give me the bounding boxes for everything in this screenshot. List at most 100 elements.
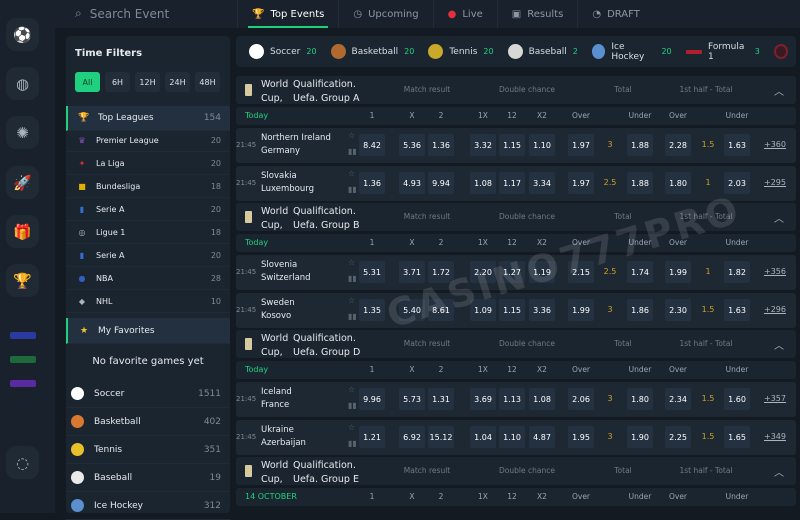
- odds-button[interactable]: 5.31: [359, 261, 385, 283]
- group-header[interactable]: World Cup, Qualification. Uefa. Group B Ma…: [236, 203, 796, 231]
- odds-button[interactable]: 6.92: [399, 426, 425, 448]
- more-sports-icon[interactable]: [773, 44, 788, 59]
- odds-button[interactable]: 1.97: [568, 172, 594, 194]
- odds-button[interactable]: 1.63: [724, 299, 750, 321]
- tab-draft[interactable]: ◔ DRAFT: [577, 0, 654, 28]
- group-header[interactable]: World Cup, Qualification. Uefa. Group A Ma…: [236, 76, 796, 104]
- tab-results[interactable]: ▣ Results: [496, 0, 578, 28]
- odds-button[interactable]: 2.20: [470, 261, 496, 283]
- time-filter-24h[interactable]: 24H: [165, 72, 190, 92]
- favorite-star-icon[interactable]: ☆: [348, 385, 356, 394]
- league-item[interactable]: ◆ NHL 10: [66, 290, 230, 313]
- stats-icon[interactable]: ▮▮: [348, 439, 357, 448]
- sports-icon[interactable]: ⚽: [6, 18, 39, 51]
- casino-chip-icon[interactable]: ✺: [6, 116, 39, 149]
- odds-button[interactable]: 5.40: [399, 299, 425, 321]
- match-row[interactable]: 21:45 Sweden Kosovo ☆ ▮▮ 1.35 5.40 8.61 1.09 1.15…: [236, 293, 796, 328]
- tab-upcoming[interactable]: ◷ Upcoming: [338, 0, 432, 28]
- search-input[interactable]: ⌕ Search Event: [75, 6, 170, 21]
- time-filter-all[interactable]: All: [75, 72, 100, 92]
- sport-tab-ice-hockey[interactable]: Ice Hockey 20: [591, 42, 672, 62]
- sidebar-sport-baseball[interactable]: Baseball 19: [66, 464, 230, 492]
- more-markets-link[interactable]: +349: [764, 432, 786, 441]
- my-favorites[interactable]: ★ My Favorites: [66, 318, 230, 344]
- league-item[interactable]: ✦ La Liga 20: [66, 152, 230, 175]
- sidebar-sport-ice-hockey[interactable]: Ice Hockey 312: [66, 492, 230, 520]
- sport-tab-formula-1[interactable]: Formula 1 3: [685, 42, 760, 62]
- odds-button[interactable]: 1.31: [428, 388, 454, 410]
- favorite-star-icon[interactable]: ☆: [348, 296, 356, 305]
- match-row[interactable]: 21:45 Slovakia Luxembourg ☆ ▮▮ 1.36 4.93 9.94 1.…: [236, 166, 796, 201]
- half-total-line[interactable]: 1.5: [701, 140, 715, 149]
- half-total-line[interactable]: 1: [705, 178, 711, 187]
- chevron-up-icon[interactable]: ︿: [774, 341, 784, 352]
- odds-button[interactable]: 9.96: [359, 388, 385, 410]
- odds-button[interactable]: 1.19: [529, 261, 555, 283]
- stats-icon[interactable]: ▮▮: [348, 147, 357, 156]
- favorite-star-icon[interactable]: ☆: [348, 169, 356, 178]
- odds-button[interactable]: 2.28: [665, 134, 691, 156]
- total-line[interactable]: 3: [607, 394, 613, 403]
- more-markets-link[interactable]: +360: [764, 140, 786, 149]
- odds-button[interactable]: 3.36: [529, 299, 555, 321]
- odds-button[interactable]: 1.10: [499, 426, 525, 448]
- odds-button[interactable]: 1.65: [724, 426, 750, 448]
- rocket-icon[interactable]: 🚀: [6, 166, 39, 199]
- odds-button[interactable]: 1.90: [627, 426, 653, 448]
- odds-button[interactable]: 3.71: [399, 261, 425, 283]
- odds-button[interactable]: 1.10: [529, 134, 555, 156]
- total-line[interactable]: 3: [607, 432, 613, 441]
- sport-tab-basketball[interactable]: Basketball 20: [330, 44, 414, 59]
- odds-button[interactable]: 9.94: [428, 172, 454, 194]
- favorite-star-icon[interactable]: ☆: [348, 423, 356, 432]
- odds-button[interactable]: 2.34: [665, 388, 691, 410]
- gift-icon[interactable]: 🎁: [6, 215, 39, 248]
- favorite-star-icon[interactable]: ☆: [348, 131, 356, 140]
- chevron-up-icon[interactable]: ︿: [774, 87, 784, 98]
- league-item[interactable]: 🏆 Top Leagues 154: [66, 106, 230, 131]
- odds-button[interactable]: 1.72: [428, 261, 454, 283]
- total-line[interactable]: 3: [607, 140, 613, 149]
- sport-tab-tennis[interactable]: Tennis 20: [428, 44, 494, 59]
- odds-button[interactable]: 1.60: [724, 388, 750, 410]
- settings-icon[interactable]: ◌: [6, 446, 39, 479]
- tab-live[interactable]: ● Live: [432, 0, 497, 28]
- odds-button[interactable]: 3.69: [470, 388, 496, 410]
- match-row[interactable]: 21:45 Slovenia Switzerland ☆ ▮▮ 5.31 3.71 1.72 2…: [236, 255, 796, 290]
- odds-button[interactable]: 2.30: [665, 299, 691, 321]
- odds-button[interactable]: 1.82: [724, 261, 750, 283]
- stats-icon[interactable]: ▮▮: [348, 274, 357, 283]
- odds-button[interactable]: 2.25: [665, 426, 691, 448]
- chevron-up-icon[interactable]: ︿: [774, 214, 784, 225]
- time-filter-6h[interactable]: 6H: [105, 72, 130, 92]
- sidebar-sport-soccer[interactable]: Soccer 1511: [66, 380, 230, 408]
- odds-button[interactable]: 1.36: [359, 172, 385, 194]
- half-total-line[interactable]: 1: [705, 267, 711, 276]
- odds-button[interactable]: 1.15: [499, 134, 525, 156]
- sidebar-sport-basketball[interactable]: Basketball 402: [66, 408, 230, 436]
- more-markets-link[interactable]: +296: [764, 305, 786, 314]
- odds-button[interactable]: 1.04: [470, 426, 496, 448]
- odds-button[interactable]: 1.80: [665, 172, 691, 194]
- odds-button[interactable]: 1.36: [428, 134, 454, 156]
- live-casino-icon[interactable]: ◍: [6, 67, 39, 100]
- odds-button[interactable]: 4.87: [529, 426, 555, 448]
- odds-button[interactable]: 8.61: [428, 299, 454, 321]
- tab-top-events[interactable]: 🏆 Top Events: [237, 0, 338, 28]
- odds-button[interactable]: 4.93: [399, 172, 425, 194]
- promo-banner-icon[interactable]: [10, 332, 36, 339]
- odds-button[interactable]: 5.36: [399, 134, 425, 156]
- stats-icon[interactable]: ▮▮: [348, 401, 357, 410]
- odds-button[interactable]: 1.80: [627, 388, 653, 410]
- odds-button[interactable]: 1.08: [470, 172, 496, 194]
- league-item[interactable]: ● NBA 28: [66, 267, 230, 290]
- group-header[interactable]: World Cup, Qualification. Uefa. Group D Ma…: [236, 330, 796, 358]
- half-total-line[interactable]: 1.5: [701, 432, 715, 441]
- time-filter-48h[interactable]: 48H: [195, 72, 220, 92]
- odds-button[interactable]: 1.08: [529, 388, 555, 410]
- favorite-star-icon[interactable]: ☆: [348, 258, 356, 267]
- more-markets-link[interactable]: +357: [764, 394, 786, 403]
- sport-tab-soccer[interactable]: Soccer 20: [249, 44, 317, 59]
- match-row[interactable]: 21:45 Ukraine Azerbaijan ☆ ▮▮ 1.21 6.92 15.12 1.…: [236, 420, 796, 455]
- odds-button[interactable]: 1.09: [470, 299, 496, 321]
